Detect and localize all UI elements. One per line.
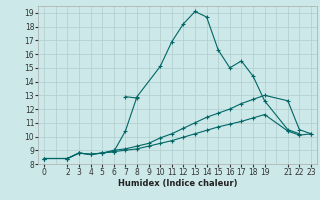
X-axis label: Humidex (Indice chaleur): Humidex (Indice chaleur) — [118, 179, 237, 188]
